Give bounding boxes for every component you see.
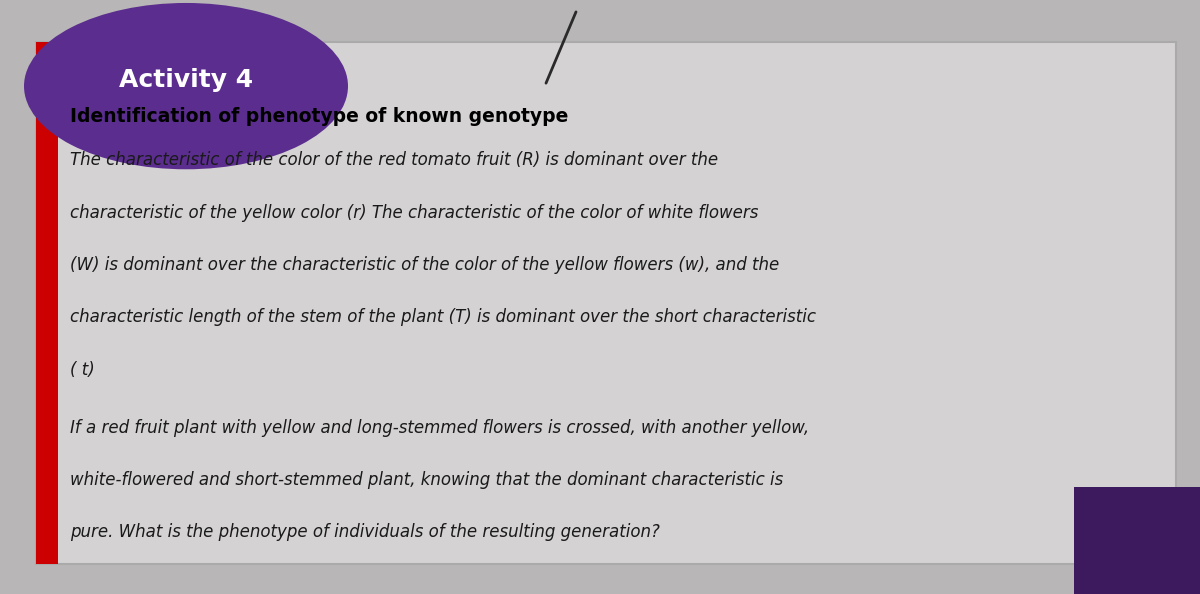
Ellipse shape [24, 3, 348, 169]
Text: Identification of phenotype of known genotype: Identification of phenotype of known gen… [70, 107, 568, 126]
Text: white-flowered and short-stemmed plant, knowing that the dominant characteristic: white-flowered and short-stemmed plant, … [70, 471, 782, 489]
Text: The characteristic of the color of the red tomato fruit (R) is dominant over the: The characteristic of the color of the r… [70, 151, 718, 169]
Text: (W) is dominant over the characteristic of the color of the yellow flowers (w), : (W) is dominant over the characteristic … [70, 256, 779, 274]
Text: If a red fruit plant with yellow and long-stemmed flowers is crossed, with anoth: If a red fruit plant with yellow and lon… [70, 419, 809, 437]
Text: Activity 4: Activity 4 [119, 68, 253, 92]
Text: ( t): ( t) [70, 361, 95, 378]
FancyBboxPatch shape [1074, 487, 1200, 594]
FancyBboxPatch shape [36, 42, 1176, 564]
Text: characteristic length of the stem of the plant (T) is dominant over the short ch: characteristic length of the stem of the… [70, 308, 816, 326]
Text: pure. What is the phenotype of individuals of the resulting generation?: pure. What is the phenotype of individua… [70, 523, 660, 541]
FancyBboxPatch shape [36, 42, 58, 564]
Text: characteristic of the yellow color (r) The characteristic of the color of white : characteristic of the yellow color (r) T… [70, 204, 758, 222]
